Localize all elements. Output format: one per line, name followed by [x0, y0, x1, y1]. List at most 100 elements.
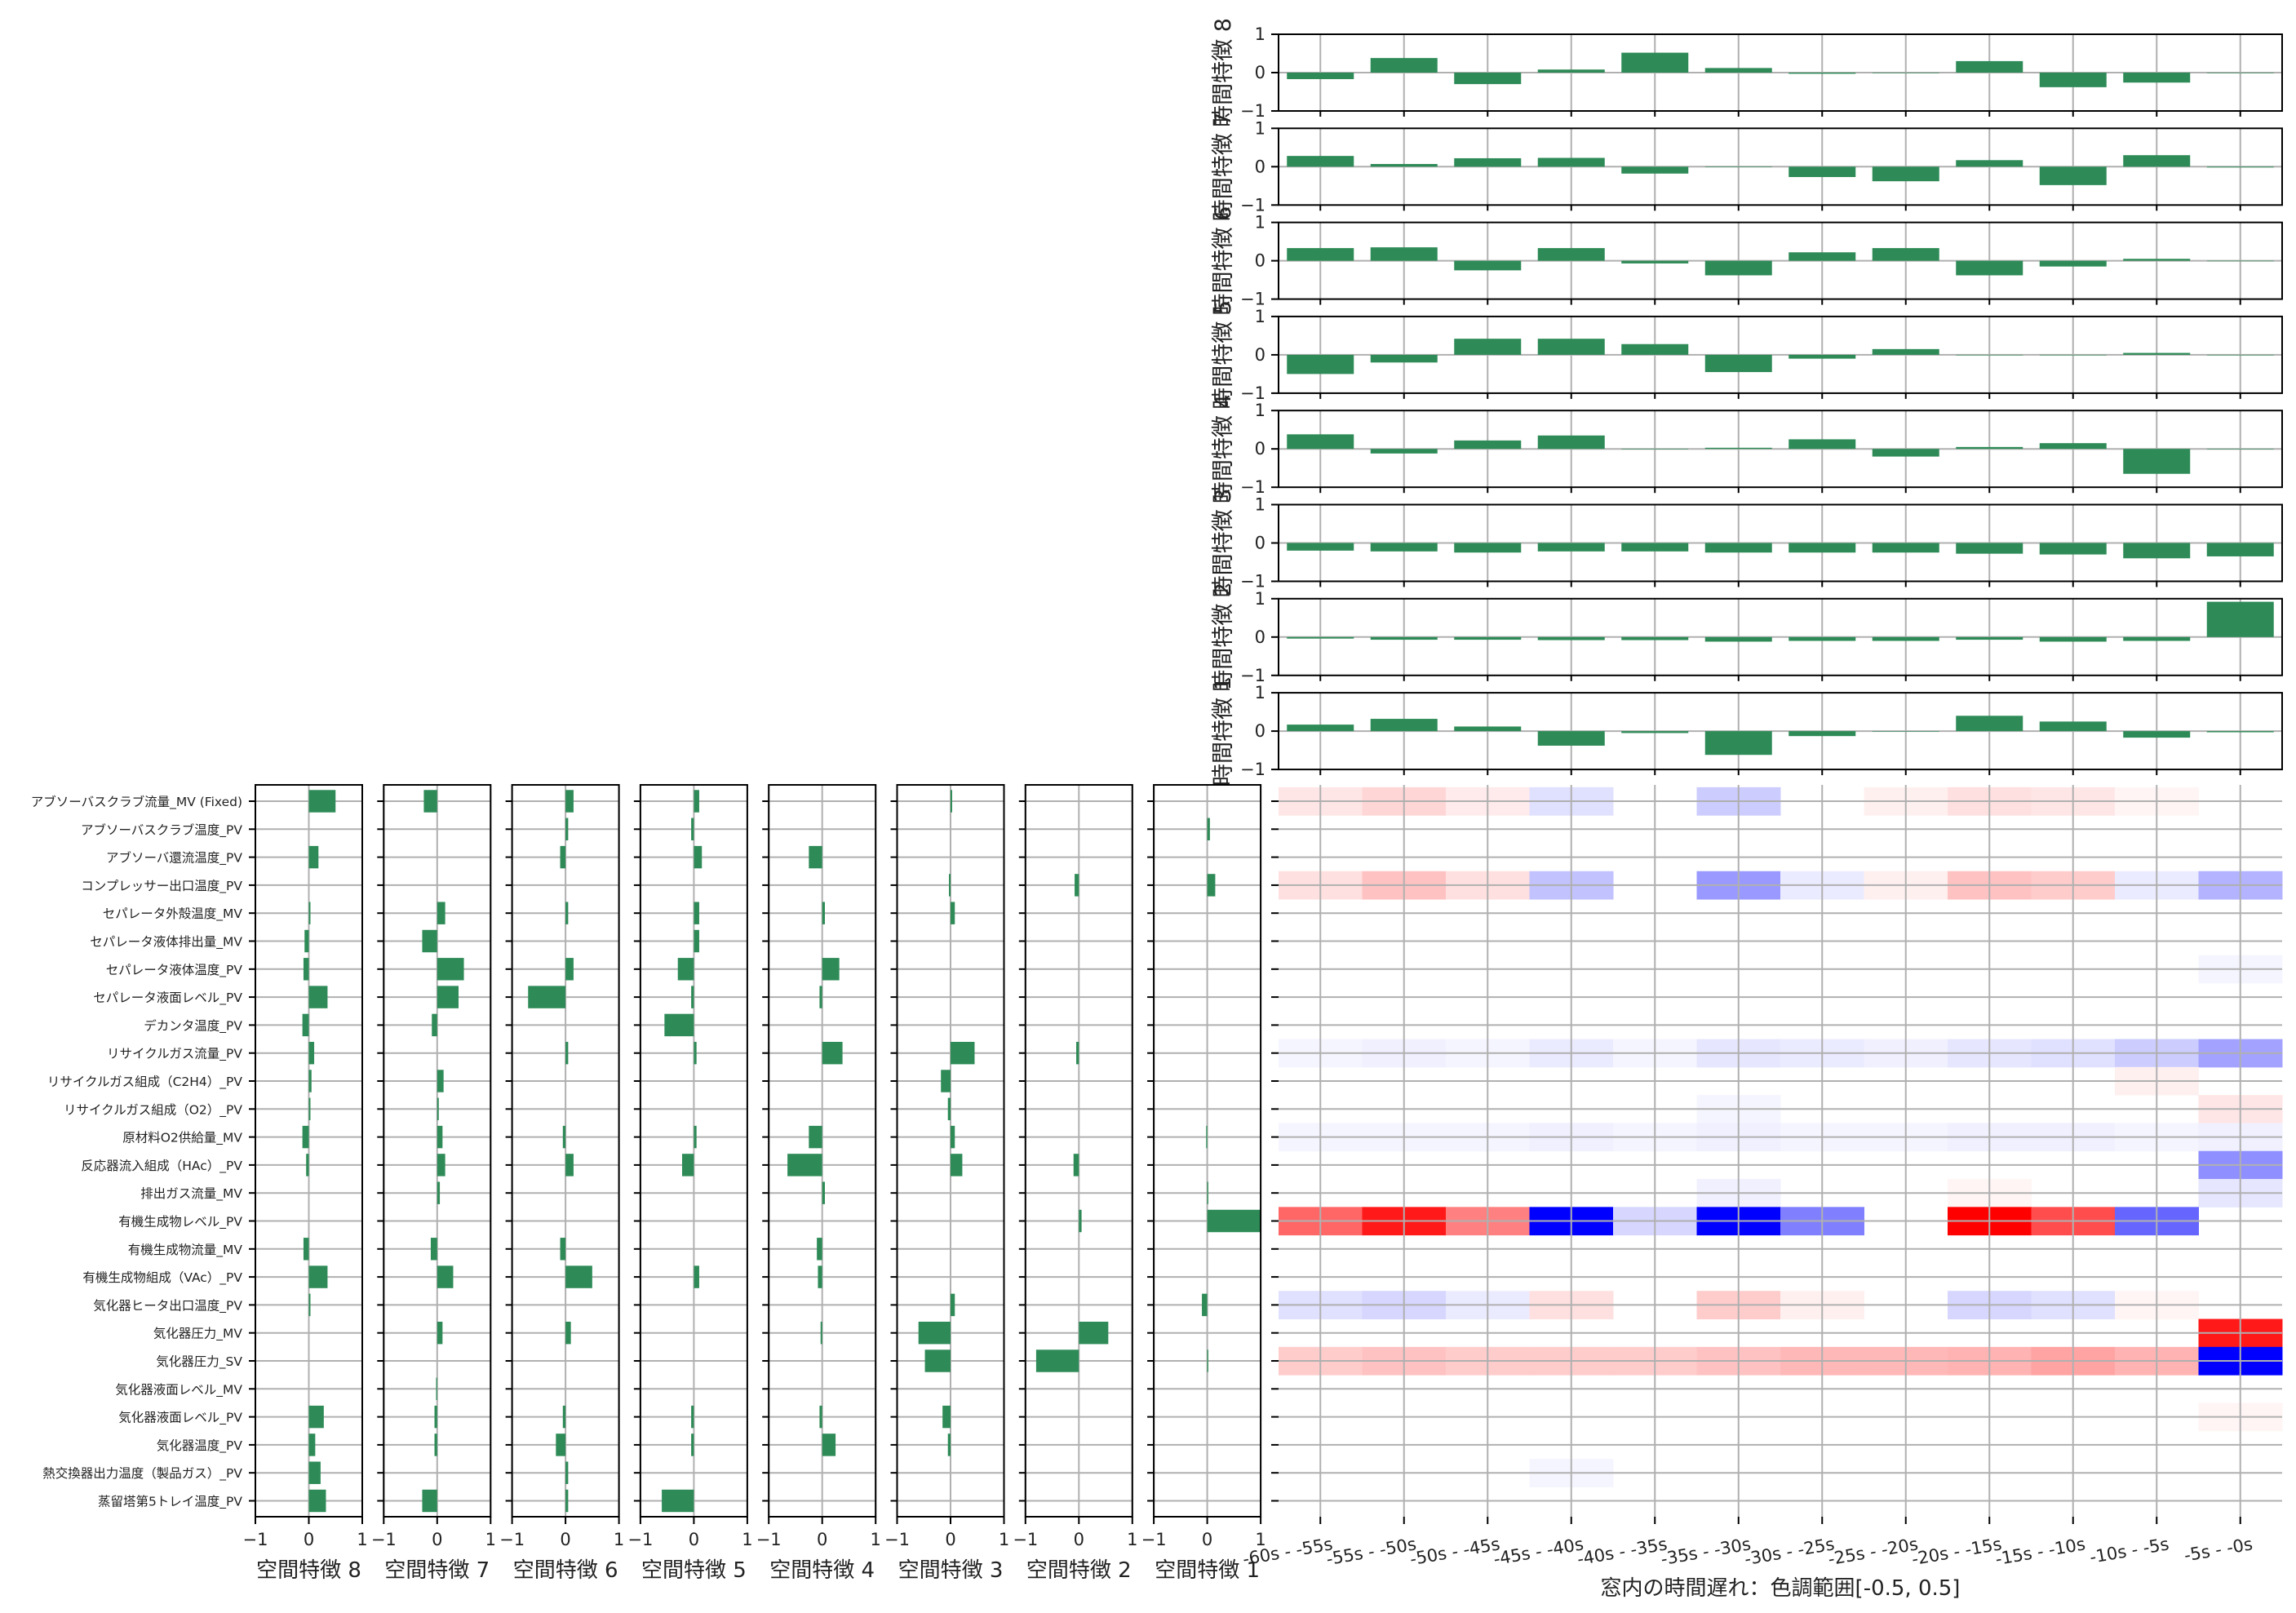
- category-label: リサイクルガス流量_PV: [107, 1047, 242, 1062]
- temporal-bar: [1537, 435, 1605, 450]
- x-tick-label: -10s - -5s: [2088, 1534, 2170, 1567]
- spatial-bar: [818, 1265, 822, 1288]
- temporal-bar: [2123, 636, 2191, 641]
- spatial-bar: [436, 1377, 437, 1401]
- spatial-bar: [918, 1321, 951, 1345]
- spatial-bar: [787, 1154, 822, 1177]
- spatial-bar: [308, 986, 328, 1008]
- x-tick-label: −1: [499, 1530, 525, 1549]
- y-tick-label: −1: [1240, 383, 1265, 403]
- x-tick-label: −1: [627, 1530, 653, 1549]
- temporal-bar: [2206, 543, 2274, 556]
- temporal-bar: [1287, 354, 1354, 374]
- spatial-panel-8: −1 0 1 空間特徴 8: [243, 784, 368, 1583]
- spatial-bar: [822, 1181, 825, 1204]
- spatial-bar: [691, 986, 694, 1008]
- temporal-bar: [2123, 352, 2191, 355]
- spatial-bar: [528, 986, 566, 1008]
- y-tick-label: 1: [1255, 401, 1265, 420]
- temporal-bar: [2123, 259, 2191, 261]
- temporal-bar: [1537, 731, 1605, 746]
- y-tick-label: −1: [1240, 760, 1265, 779]
- spatial-panel-label: 空間特徴 8: [256, 1558, 361, 1583]
- temporal-bar: [1956, 716, 2023, 732]
- temporal-bar: [1454, 260, 1522, 271]
- category-label: 反応器流入組成（HAc）_PV: [81, 1159, 242, 1174]
- spatial-bar: [951, 1125, 955, 1149]
- category-label: アブソーバスクラブ流量_MV (Fixed): [31, 794, 242, 810]
- spatial-bar: [822, 1041, 843, 1065]
- spatial-bar: [562, 1405, 566, 1429]
- temporal-bar: [1704, 543, 1772, 553]
- spatial-bar: [430, 1238, 437, 1261]
- y-tick-label: 0: [1255, 534, 1265, 553]
- spatial-bar: [308, 845, 319, 869]
- y-tick-label: 1: [1255, 24, 1265, 44]
- spatial-panel-label: 空間特徴 4: [769, 1558, 875, 1583]
- spatial-bar: [694, 845, 703, 869]
- x-tick-label: 1: [357, 1530, 367, 1549]
- x-tick-label: -5s - -0s: [2183, 1534, 2254, 1565]
- temporal-bar: [1704, 636, 1772, 642]
- x-tick-label: 1: [742, 1530, 752, 1549]
- y-tick-label: 0: [1255, 63, 1265, 82]
- temporal-bar: [1872, 166, 1939, 182]
- temporal-bar: [1704, 260, 1772, 276]
- temporal-bar: [2123, 449, 2191, 474]
- temporal-bar: [1287, 725, 1354, 732]
- spatial-bar: [308, 1070, 312, 1092]
- spatial-bar: [565, 1321, 571, 1345]
- temporal-bar: [1704, 166, 1772, 167]
- temporal-bar: [1956, 60, 2023, 73]
- y-tick-label: −1: [1240, 666, 1265, 685]
- temporal-bar: [1872, 348, 1939, 355]
- temporal-bar: [1537, 339, 1605, 355]
- x-tick-label: 0: [304, 1530, 314, 1549]
- temporal-bar: [2039, 543, 2107, 555]
- temporal-bar: [1788, 731, 1856, 737]
- temporal-bar: [1370, 354, 1438, 363]
- spatial-panel-1: −1 0 1 空間特徴 1: [1141, 784, 1266, 1583]
- window-heatmap-panel: -60s - -55s-55s - -50s-50s - -45s-45s - …: [1241, 785, 2283, 1601]
- category-label: 気化器ヒータ出口温度_PV: [93, 1298, 242, 1314]
- x-tick-label: 0: [689, 1530, 699, 1549]
- spatial-bar: [556, 1434, 566, 1456]
- temporal-bar: [1956, 160, 2023, 167]
- spatial-bar: [565, 958, 574, 981]
- spatial-bar: [951, 1041, 975, 1065]
- x-tick-label: 0: [560, 1530, 570, 1549]
- spatial-bar: [434, 1405, 437, 1429]
- category-label: 熱交換器出力温度（製品ガス）_PV: [42, 1466, 242, 1482]
- spatial-bar: [565, 1265, 592, 1288]
- spatial-bar: [1207, 874, 1216, 897]
- spatial-bar: [820, 1321, 822, 1345]
- spatial-panel-label: 空間特徴 6: [513, 1558, 618, 1583]
- spatial-panel-label: 空間特徴 5: [641, 1558, 747, 1583]
- spatial-bar: [308, 1293, 311, 1317]
- spatial-bar: [437, 1070, 444, 1092]
- temporal-bar: [1872, 543, 1939, 553]
- x-tick-label: -40s - -35s: [1576, 1534, 1669, 1569]
- temporal-bar: [1704, 68, 1772, 73]
- temporal-bar: [2206, 354, 2274, 356]
- spatial-panel-label: 空間特徴 7: [384, 1558, 490, 1583]
- temporal-bar: [1621, 731, 1689, 733]
- temporal-bar: [1621, 343, 1689, 355]
- y-tick-label: 0: [1255, 157, 1265, 176]
- temporal-bar: [1621, 543, 1689, 552]
- spatial-bar: [437, 1097, 439, 1121]
- spatial-bar: [422, 1489, 437, 1513]
- category-label: 原材料O2供給量_MV: [122, 1131, 242, 1146]
- temporal-panel-label: 時間特徴 1: [1211, 676, 1236, 786]
- y-tick-label: 0: [1255, 439, 1265, 459]
- temporal-bar: [1704, 447, 1772, 450]
- category-label: コンプレッサー出口温度_PV: [81, 879, 242, 894]
- spatial-panel-2: −1 0 1 空間特徴 2: [1013, 784, 1137, 1583]
- x-tick-label: 0: [817, 1530, 827, 1549]
- temporal-bar: [1956, 446, 2023, 450]
- category-label: 有機生成物流量_MV: [128, 1243, 243, 1258]
- temporal-bar: [2206, 260, 2274, 262]
